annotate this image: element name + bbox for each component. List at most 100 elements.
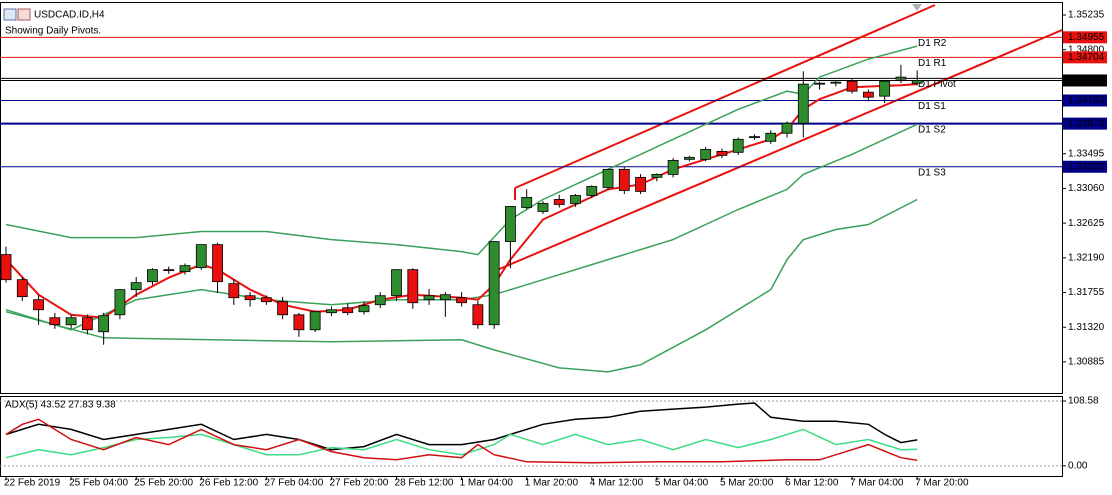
x-tick-label: 28 Feb 12:00: [395, 478, 454, 489]
candle-body: [98, 315, 110, 333]
line: [5, 198, 918, 373]
candle-body: [147, 269, 158, 283]
chart-title: USDCAD.ID,H4: [34, 10, 105, 21]
candle-body: [700, 148, 712, 160]
candle-body: [407, 269, 419, 304]
price-box: [1063, 31, 1107, 44]
price-box-label: 1.34163: [1068, 95, 1105, 106]
candle-body: [423, 295, 435, 301]
candle-body: [391, 269, 402, 297]
candle-body: [212, 244, 223, 283]
candle-body: [765, 132, 777, 142]
adx-panel: [0, 396, 1063, 477]
candle-body: [830, 81, 842, 84]
x-tick-label: 25 Feb 04:00: [69, 478, 128, 489]
x-tick-label: 7 Mar 04:00: [850, 478, 904, 489]
pivot-label: D1 S2: [918, 124, 946, 135]
chart-subtitle: Showing Daily Pivots.: [5, 26, 101, 37]
y-tick-label: 0.00: [1068, 460, 1088, 471]
candle-body: [472, 304, 484, 326]
candle-body: [244, 295, 256, 301]
price-box-label: 1.33873: [1068, 118, 1105, 129]
candle-body: [163, 269, 175, 272]
x-tick-label: 1 Mar 20:00: [525, 478, 579, 489]
candle-body: [635, 176, 646, 192]
price-box-label: 1.34704: [1068, 52, 1105, 63]
candle-body: [797, 83, 809, 124]
x-tick-label: 22 Feb 2019: [4, 478, 61, 489]
candle-body: [326, 309, 337, 314]
price-box-label: 1.34414: [1068, 75, 1105, 86]
price-box: [1063, 74, 1107, 87]
candle-body: [65, 317, 77, 326]
candle-body: [0, 254, 12, 281]
marker: [912, 4, 922, 11]
candle-body: [488, 241, 500, 326]
pivot-label: D1 S3: [918, 167, 946, 178]
candle-body: [602, 168, 614, 188]
candle-body: [846, 80, 858, 92]
plot-area: D1 R2 D1 R1 D1 Pivot D1 S1 D1 S2 D1 S3: [0, 36, 1062, 373]
chart-icon: [3, 8, 17, 21]
plot-layer: D1 R2 D1 R1 D1 Pivot D1 S1 D1 S2 D1 S3: [0, 36, 1062, 467]
line: [5, 418, 918, 464]
trend-line: [514, 4, 936, 189]
candle-body: [114, 289, 126, 316]
candle-body: [716, 150, 728, 156]
candle-body: [879, 80, 891, 97]
x-tick-label: 26 Feb 12:00: [199, 478, 258, 489]
x-tick-label: 27 Feb 20:00: [329, 478, 388, 489]
x-tick-label: 27 Feb 04:00: [264, 478, 323, 489]
x-tick-label: 1 Mar 04:00: [460, 478, 514, 489]
candle-body: [586, 186, 598, 196]
candle-body: [749, 136, 760, 139]
plot-area: [0, 400, 1062, 467]
candle-body: [537, 203, 549, 212]
x-tick-label: 5 Mar 04:00: [655, 478, 709, 489]
pivot-label: D1 R1: [918, 58, 947, 69]
y-tick-label: 108.58: [1068, 396, 1099, 407]
price-box: [1063, 160, 1107, 173]
line: [5, 402, 918, 451]
candle-body: [16, 279, 28, 298]
y-tick-label: 1.33060: [1068, 183, 1105, 194]
x-tick-label: 25 Feb 20:00: [134, 478, 193, 489]
candle-body: [260, 297, 272, 303]
pivot-label: D1 R2: [918, 38, 947, 49]
candle-body: [505, 206, 516, 242]
x-tick-label: 4 Mar 12:00: [590, 478, 644, 489]
indicator-title: ADX(5) 43.52 27.83 9.38: [5, 400, 116, 411]
y-tick-label: 1.30885: [1068, 357, 1105, 368]
candle-body: [814, 82, 825, 85]
candle-body: [179, 265, 191, 273]
x-tick-label: 6 Mar 12:00: [785, 478, 839, 489]
candle-body: [862, 91, 874, 98]
y-tick-label: 1.31755: [1068, 287, 1105, 298]
candle-body: [130, 282, 142, 291]
candle-body: [293, 314, 305, 331]
y-tick-label: 1.31320: [1068, 322, 1105, 333]
price-box: [1063, 117, 1107, 130]
candle-body: [342, 307, 354, 314]
candle-body: [49, 317, 61, 326]
y-tick-label: 1.32625: [1068, 218, 1105, 229]
candle-body: [439, 294, 451, 301]
price-box: [1063, 51, 1107, 64]
candle-body: [277, 301, 289, 316]
candle-body: [358, 305, 370, 313]
candle-body: [521, 197, 533, 208]
line: [5, 428, 918, 459]
trend-lines: [496, 4, 1062, 271]
price-box-label: 1.34955: [1068, 32, 1105, 43]
candle-body: [618, 168, 630, 191]
price-box-label: 1.33332: [1068, 161, 1105, 172]
candle-body: [895, 76, 907, 80]
candle-body: [456, 297, 468, 304]
pivot-label: D1 Pivot: [918, 79, 956, 90]
candle-body: [911, 80, 923, 84]
candle-body: [683, 156, 695, 160]
y-tick-label: 1.35235: [1068, 10, 1105, 21]
y-tick-label: 1.34800: [1068, 44, 1105, 55]
candle-body: [81, 317, 93, 331]
